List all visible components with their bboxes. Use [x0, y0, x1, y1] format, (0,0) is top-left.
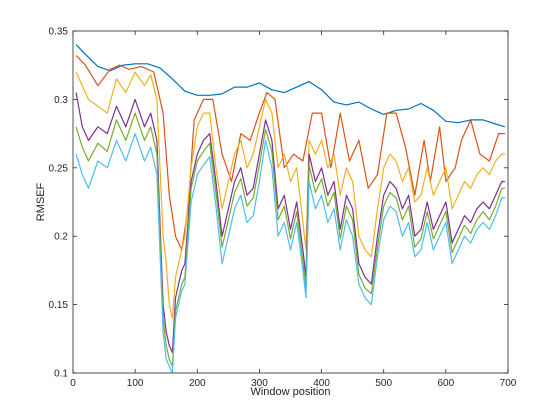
axes-box [72, 30, 509, 374]
x-axis-title: Window position [250, 386, 330, 398]
y-tick-label: 0.3 [54, 95, 68, 106]
y-axis-title: RMSEF [35, 182, 47, 221]
x-tick-label: 100 [127, 378, 144, 389]
y-tick-label: 0.1 [54, 369, 68, 380]
series-line-2 [75, 55, 505, 251]
y-axis-ticks: 0.1 0.15 0.2 0.25 0.3 0.35 [49, 27, 508, 380]
series-line-5 [75, 112, 505, 367]
series-line-3 [75, 71, 505, 319]
y-tick-label: 0.2 [54, 232, 68, 243]
x-tick-label: 0 [70, 378, 76, 389]
x-tick-label: 600 [438, 378, 455, 389]
series-line-4 [75, 92, 505, 354]
y-tick-label: 0.15 [49, 300, 69, 311]
x-tick-label: 500 [375, 378, 392, 389]
series-line-1 [75, 44, 506, 128]
series-line-6 [75, 133, 505, 374]
series-layer [75, 44, 506, 374]
x-tick-label: 700 [500, 378, 517, 389]
x-tick-label: 400 [313, 378, 330, 389]
plot-area [73, 31, 508, 373]
x-tick-label: 200 [189, 378, 206, 389]
x-tick-label: 300 [251, 378, 268, 389]
y-tick-label: 0.35 [49, 27, 69, 38]
x-axis-ticks: 0 100 200 300 400 500 600 700 [70, 31, 517, 389]
y-tick-label: 0.25 [49, 163, 69, 174]
